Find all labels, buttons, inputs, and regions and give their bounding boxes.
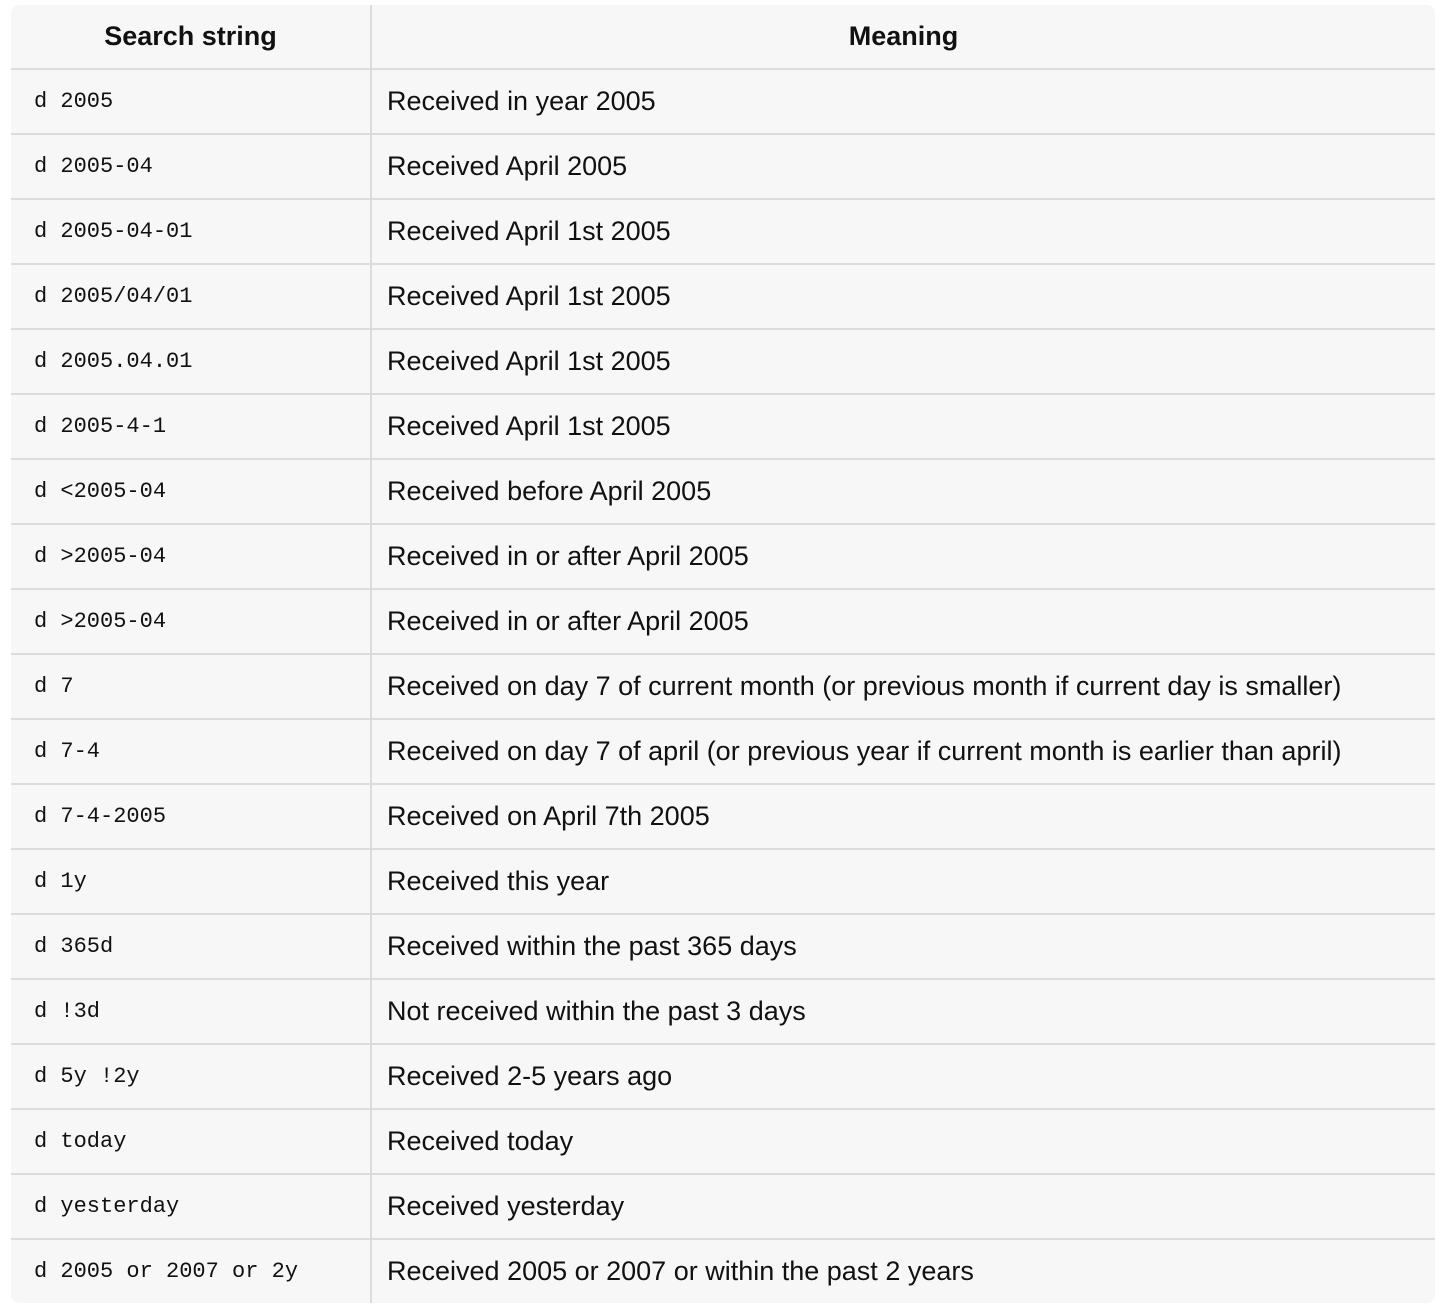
search-string-cell: d 365d — [11, 914, 372, 980]
meaning-cell: Received April 1st 2005 — [371, 199, 1435, 265]
meaning-cell: Received April 1st 2005 — [371, 329, 1435, 395]
search-string-cell: d 7 — [11, 654, 372, 720]
search-string-cell: d 2005-4-1 — [11, 394, 372, 460]
meaning-cell: Received on day 7 of current month (or p… — [371, 654, 1435, 720]
header-search-string: Search string — [11, 5, 372, 70]
meaning-cell: Received on day 7 of april (or previous … — [371, 719, 1435, 785]
search-string-cell: d >2005-04 — [11, 589, 372, 655]
table-row: d today Received today — [11, 1109, 1435, 1175]
meaning-cell: Received April 1st 2005 — [371, 264, 1435, 330]
table-row: d 1y Received this year — [11, 849, 1435, 915]
table-header-row: Search string Meaning — [11, 5, 1435, 70]
table-row: d yesterday Received yesterday — [11, 1174, 1435, 1240]
meaning-cell: Received this year — [371, 849, 1435, 915]
search-string-cell: d today — [11, 1109, 372, 1175]
search-string-cell: d 5y !2y — [11, 1044, 372, 1110]
search-string-cell: d 7-4 — [11, 719, 372, 785]
table-row: d 7 Received on day 7 of current month (o… — [11, 654, 1435, 720]
search-string-cell: d !3d — [11, 979, 372, 1045]
meaning-cell: Received before April 2005 — [371, 459, 1435, 525]
search-string-cell: d 2005-04-01 — [11, 199, 372, 265]
search-string-cell: d 2005.04.01 — [11, 329, 372, 395]
table-row: d <2005-04 Received before April 2005 — [11, 459, 1435, 525]
meaning-cell: Received in year 2005 — [371, 69, 1435, 135]
meaning-cell: Received April 1st 2005 — [371, 394, 1435, 460]
table-row: d 2005 or 2007 or 2y Received 2005 or 200… — [11, 1239, 1435, 1303]
search-string-cell: d 7-4-2005 — [11, 784, 372, 850]
table-row: d 2005-4-1 Received April 1st 2005 — [11, 394, 1435, 460]
table-row: d 2005.04.01 Received April 1st 2005 — [11, 329, 1435, 395]
table-row: d 2005 Received in year 2005 — [11, 69, 1435, 135]
meaning-cell: Received 2005 or 2007 or within the past… — [387, 1256, 974, 1286]
table-row: d >2005-04 Received in or after April 200… — [11, 589, 1435, 655]
table-row: d 2005-04-01 Received April 1st 2005 — [11, 199, 1435, 265]
meaning-cell: Received today — [371, 1109, 1435, 1175]
meaning-cell: Received in or after April 2005 — [371, 589, 1435, 655]
table-row: d >2005-04 Received in or after April 200… — [11, 524, 1435, 590]
search-string-cell: d >2005-04 — [11, 524, 372, 590]
table-row: d 2005/04/01 Received April 1st 2005 — [11, 264, 1435, 330]
search-string-cell: d 2005 — [11, 69, 372, 135]
meaning-cell: Received on April 7th 2005 — [371, 784, 1435, 850]
header-meaning: Meaning — [371, 5, 1435, 70]
search-string-cell: d <2005-04 — [11, 459, 372, 525]
meaning-cell: Not received within the past 3 days — [371, 979, 1435, 1045]
table-row: d 5y !2y Received 2-5 years ago — [11, 1044, 1435, 1110]
search-string-cell: d yesterday — [11, 1174, 372, 1240]
meaning-cell: Received 2-5 years ago — [371, 1044, 1435, 1110]
search-string-cell: d 2005/04/01 — [11, 264, 372, 330]
search-string-table: Search string Meaning d 2005 Received in … — [11, 5, 1435, 1303]
table-row: d !3d Not received within the past 3 days — [11, 979, 1435, 1045]
table-row: d 2005-04 Received April 2005 — [11, 134, 1435, 200]
table-row: d 365d Received within the past 365 days — [11, 914, 1435, 980]
search-string-cell: d 2005-04 — [11, 134, 372, 200]
meaning-cell: Received within the past 365 days — [371, 914, 1435, 980]
table-row: d 7-4-2005 Received on April 7th 2005 — [11, 784, 1435, 850]
meaning-cell: Received yesterday — [371, 1174, 1435, 1240]
meaning-cell: Received April 2005 — [371, 134, 1435, 200]
search-string-cell: d 1y — [11, 849, 372, 915]
search-string-cell: d 2005 or 2007 or 2y — [11, 1239, 372, 1303]
table-row: d 7-4 Received on day 7 of april (or prev… — [11, 719, 1435, 785]
meaning-cell: Received in or after April 2005 — [371, 524, 1435, 590]
